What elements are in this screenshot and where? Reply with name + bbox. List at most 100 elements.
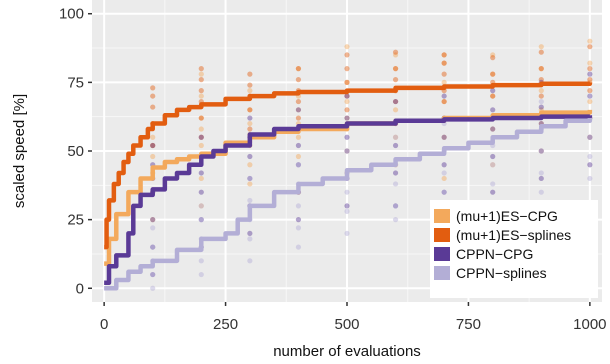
- scatter-point: [198, 203, 204, 209]
- x-axis: 0 250 500 750 1000: [100, 302, 607, 333]
- scatter-point: [392, 66, 399, 72]
- scatter-point: [392, 134, 399, 140]
- scatter-point: [587, 134, 593, 140]
- scatter-point: [198, 66, 204, 72]
- scatter-point: [587, 134, 593, 140]
- scatter-point: [587, 71, 593, 77]
- scatter-point: [490, 52, 496, 58]
- scatter-point: [198, 175, 204, 182]
- scatter-point: [392, 142, 399, 149]
- scatter-point: [198, 134, 204, 140]
- scatter-point: [538, 148, 544, 154]
- scatter-point: [198, 189, 204, 195]
- scatter-point: [441, 93, 447, 99]
- scatter-point: [198, 88, 204, 94]
- scatter-point: [150, 217, 156, 223]
- scatter-point: [538, 66, 544, 72]
- y-axis: 0 25 50 75 100: [59, 6, 92, 297]
- scatter-point: [295, 107, 302, 113]
- scatter-point: [490, 93, 496, 99]
- x-tick-label: 250: [213, 316, 238, 333]
- scatter-point: [392, 170, 399, 176]
- scatter-point: [587, 77, 593, 83]
- scatter-point: [538, 189, 544, 195]
- scatter-point: [587, 93, 593, 99]
- scatter-point: [587, 153, 593, 160]
- scatter-point: [150, 271, 156, 278]
- legend: (mu+1)ES−CPG (mu+1)ES−splines CPPN−CPG CPPN…: [430, 200, 598, 298]
- scatter-point: [587, 134, 593, 140]
- scatter-point: [198, 126, 204, 132]
- scatter-point: [344, 79, 350, 85]
- scatter-point: [490, 107, 496, 113]
- scatter-point: [441, 60, 447, 66]
- scatter-point: [247, 175, 253, 182]
- scatter-point: [150, 134, 156, 140]
- scatter-point: [344, 148, 350, 154]
- scatter-point: [198, 271, 204, 278]
- scatter-point: [344, 93, 350, 99]
- series-line: [104, 81, 593, 250]
- scatter-point: [198, 142, 204, 149]
- scatter-point: [441, 52, 447, 58]
- scatter-point: [538, 66, 544, 72]
- scatter-point: [150, 271, 156, 278]
- scatter-point: [392, 217, 399, 223]
- scatter-point: [247, 115, 253, 121]
- scatter-point: [392, 134, 399, 140]
- scatter-point: [392, 98, 399, 105]
- scatter-point: [295, 98, 302, 105]
- scatter-point: [392, 107, 399, 113]
- scatter-point: [344, 148, 350, 154]
- y-tick-label: 0: [76, 280, 84, 297]
- scatter-point: [441, 175, 447, 182]
- scatter-point: [150, 225, 156, 231]
- scatter-point: [247, 153, 253, 160]
- scatter-point: [441, 134, 447, 140]
- scatter-point: [392, 52, 399, 58]
- scatter-point: [490, 162, 496, 168]
- scatter-point: [247, 82, 253, 88]
- legend-key: [434, 209, 450, 223]
- scatter-point: [344, 44, 350, 50]
- scatter-point: [198, 217, 204, 223]
- scatter-point: [198, 77, 204, 83]
- scatter-point: [344, 230, 350, 236]
- scatter-point: [198, 258, 204, 264]
- scatter-point: [587, 38, 593, 44]
- series-line: [104, 114, 593, 286]
- scatter-point: [587, 162, 593, 168]
- scatter-point: [198, 217, 204, 223]
- scatter-point: [295, 162, 302, 168]
- scatter-point: [198, 203, 204, 209]
- scatter-point: [490, 126, 496, 132]
- scatter-point: [150, 285, 156, 291]
- scatter-point: [538, 104, 544, 110]
- scatter-point: [441, 134, 447, 140]
- scatter-point: [150, 153, 156, 160]
- scatter-point: [490, 71, 496, 77]
- x-tick-label: 0: [100, 316, 108, 333]
- scatter-point: [247, 230, 253, 236]
- scatter-point: [392, 181, 399, 187]
- legend-key: [434, 247, 450, 261]
- scatter-point: [441, 98, 447, 105]
- scatter-point: [344, 98, 350, 105]
- scatter-point: [295, 244, 302, 250]
- scatter-point: [490, 55, 496, 61]
- scatter-point: [538, 44, 544, 50]
- y-axis-title: scaled speed [%]: [11, 94, 28, 208]
- legend-background: [430, 200, 598, 298]
- scatter-point: [587, 66, 593, 72]
- scatter-point: [247, 120, 253, 127]
- scatter-point: [490, 189, 496, 195]
- scatter-point: [392, 77, 399, 83]
- scatter-point: [150, 104, 156, 110]
- y-tick-label: 100: [59, 6, 84, 23]
- x-axis-title: number of evaluations: [273, 343, 421, 360]
- scatter-point: [587, 93, 593, 99]
- scatter-point: [441, 170, 447, 176]
- scatter-point: [344, 115, 350, 121]
- scatter-point: [441, 60, 447, 66]
